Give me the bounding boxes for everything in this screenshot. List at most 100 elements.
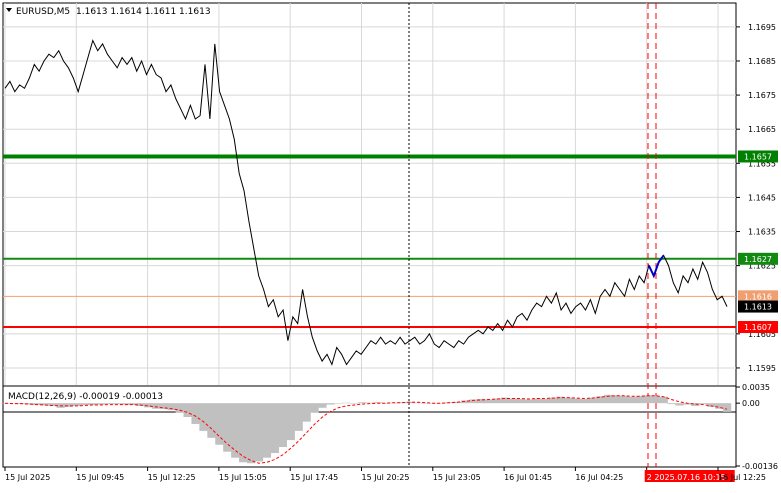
price-tick-label: 1.1675	[748, 91, 776, 100]
macd-histogram-bar	[635, 396, 644, 404]
level-price-label: 1.1607	[744, 323, 772, 332]
macd-histogram-bar	[239, 403, 248, 463]
price-tick-label: 1.1665	[748, 125, 776, 134]
macd-histogram-bar	[223, 403, 232, 452]
macd-histogram-bar	[342, 402, 351, 404]
time-tick-label: 15 Jul 20:25	[362, 473, 410, 482]
price-tick-label: 1.1655	[748, 159, 776, 168]
macd-histogram-bar	[397, 402, 406, 404]
macd-histogram-bar	[564, 397, 573, 404]
macd-histogram-bar	[667, 403, 676, 405]
vertical-markers	[408, 3, 657, 467]
time-tick-label: 2 2025.07.16 10:15	[647, 473, 726, 482]
time-tick-label: 15 Jul 2025	[5, 473, 50, 482]
macd-histogram-bar	[72, 403, 81, 406]
macd-histogram-bar	[64, 403, 73, 407]
macd-histogram-bar	[270, 403, 280, 454]
macd-histogram-bar	[215, 403, 224, 445]
macd-histogram-bar	[151, 403, 161, 409]
macd-histogram-bar	[611, 395, 621, 404]
macd-histogram-bar	[358, 402, 367, 404]
time-tick-label: 15 Jul 17:45	[290, 473, 338, 482]
time-tick-label: 15 Jul 23:05	[433, 473, 481, 482]
macd-histogram-bar	[112, 403, 121, 405]
macd-histogram-bar	[143, 403, 153, 408]
macd-histogram-bar	[183, 403, 192, 418]
price-tick-label: 1.1595	[748, 364, 776, 373]
price-tick-label: 1.1695	[748, 23, 776, 32]
macd-histogram-bar	[508, 398, 518, 404]
macd-histogram-bar	[167, 403, 176, 411]
macd-histogram-bar	[88, 403, 97, 406]
price-tick-label: 1.1645	[748, 193, 776, 202]
macd-histogram-bar	[643, 395, 652, 404]
macd-histogram-bar	[191, 403, 200, 424]
macd-histogram-bar	[683, 403, 692, 405]
macd-histogram-bar	[516, 399, 525, 404]
macd-histogram-bar	[548, 397, 557, 404]
macd-panel-frame	[2, 385, 737, 468]
macd-histogram-bar	[24, 403, 34, 405]
price-tick-label: 1.1625	[748, 262, 776, 271]
dropdown-triangle-icon[interactable]	[6, 8, 12, 12]
grid-layer	[3, 3, 736, 385]
macd-histogram-bar	[334, 403, 343, 404]
levels-layer	[3, 154, 736, 329]
macd-histogram-bar	[461, 400, 470, 404]
macd-histogram-bar	[48, 403, 57, 406]
time-tick-label: 15 Jul 09:45	[76, 473, 124, 482]
price-tick-label: 1.1605	[748, 330, 776, 339]
macd-histogram-bar	[318, 403, 327, 408]
macd-histogram-bar	[524, 399, 533, 404]
macd-histogram-bar	[175, 403, 184, 413]
macd-histogram-bar	[286, 403, 295, 441]
macd-histogram-bar	[588, 397, 597, 404]
macd-histogram-bar	[477, 399, 486, 404]
time-tick-label: 16 Jul 01:45	[504, 473, 552, 482]
macd-histogram-bar	[80, 403, 89, 406]
ohlc-values: 1.1613 1.1614 1.1611 1.1613	[76, 7, 211, 17]
price-axis[interactable]: 1.1695 1.1685 1.1675 1.1665 1.1655 1.1645 1.16…	[736, 23, 778, 471]
macd-histogram-bar	[120, 403, 129, 405]
macd-histogram-bar	[604, 394, 613, 404]
macd-histogram-bar	[715, 403, 724, 409]
highlight-segment	[647, 254, 665, 279]
price-series-layer	[4, 39, 728, 366]
macd-histogram-bar	[437, 403, 446, 404]
time-axis[interactable]: 15 Jul 2025 15 Jul 09:45 15 Jul 12:25 15 Ju…	[4, 467, 766, 482]
level-price-badge	[738, 290, 778, 303]
macd-histogram-bar	[159, 403, 168, 410]
macd-histogram-bar	[421, 403, 430, 404]
level-price-label: 1.1627	[744, 255, 772, 264]
macd-histogram-bar	[254, 403, 264, 462]
macd-histogram-bar	[8, 403, 18, 404]
price-tick-label: 1.1635	[748, 228, 776, 237]
macd-histogram-bar	[691, 403, 700, 406]
macd-histogram-bar	[556, 396, 565, 404]
macd-histogram-bar	[540, 399, 549, 404]
level-price-label: 1.1613	[744, 303, 772, 312]
macd-histogram-bar	[207, 403, 216, 438]
time-marker-badge	[644, 470, 735, 482]
macd-histogram-bar	[469, 399, 478, 404]
macd-histogram-bar	[262, 403, 272, 458]
time-tick-label: 15 Jul 12:25	[148, 473, 196, 482]
macd-histogram-bar	[532, 398, 541, 404]
macd-signal-line	[4, 395, 728, 464]
level-price-label: 1.1616	[744, 292, 772, 301]
macd-histogram-bar	[413, 402, 422, 404]
symbol-label: EURUSD,M5	[16, 7, 70, 17]
macd-histogram-bar	[104, 403, 113, 405]
macd-layer	[1, 394, 732, 464]
macd-histogram-bar	[619, 395, 629, 404]
macd-histogram-bar	[199, 403, 208, 431]
macd-histogram-bar	[294, 403, 303, 431]
macd-histogram-bar	[127, 403, 137, 406]
macd-histogram-bar	[580, 399, 589, 404]
macd-histogram-bar	[246, 403, 256, 464]
price-panel-frame	[2, 2, 737, 413]
macd-histogram-bar	[485, 399, 494, 404]
